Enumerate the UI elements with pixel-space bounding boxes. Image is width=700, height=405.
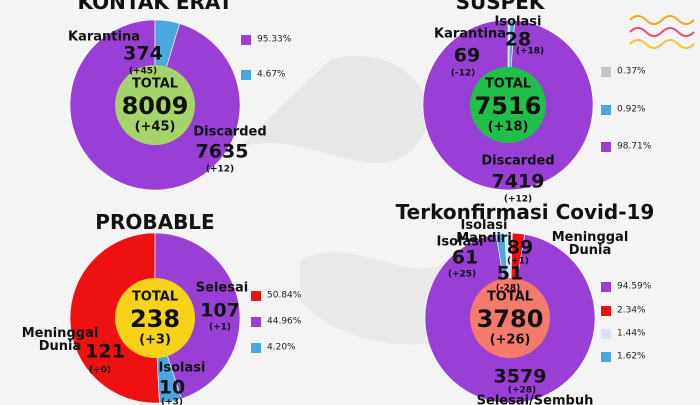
legend-swatch bbox=[241, 70, 251, 80]
center-circle bbox=[115, 278, 195, 358]
legend-swatch bbox=[601, 67, 611, 77]
legend-swatch bbox=[251, 317, 261, 327]
map-background bbox=[235, 56, 429, 163]
total-value: 7516 bbox=[474, 92, 542, 120]
category-change: (-12) bbox=[450, 68, 476, 79]
legend-label: 1.62% bbox=[617, 351, 646, 362]
category-count: 7419 bbox=[491, 170, 545, 193]
category-name: Isolasi bbox=[494, 14, 542, 30]
legend-label: 44.96% bbox=[267, 316, 302, 327]
center-circle bbox=[470, 278, 550, 358]
legend-swatch bbox=[251, 291, 261, 301]
legend-swatch bbox=[601, 352, 611, 362]
legend-label: 2.34% bbox=[617, 305, 646, 316]
total-label: TOTAL bbox=[131, 76, 179, 92]
legend-swatch bbox=[601, 105, 611, 115]
legend-swatch bbox=[601, 282, 611, 292]
total-change: (+45) bbox=[134, 119, 176, 135]
category-change: (+12) bbox=[205, 164, 235, 175]
legend-label: 4.67% bbox=[257, 69, 286, 80]
chart-title: SUSPEK bbox=[455, 0, 545, 14]
category-name: Discarded bbox=[193, 124, 267, 140]
category-name: Meninggal Dunia bbox=[551, 230, 629, 258]
legend-swatch bbox=[601, 306, 611, 316]
category-change: (+18) bbox=[515, 46, 545, 57]
category-count: 3579 bbox=[493, 365, 547, 388]
category-count: 69 bbox=[453, 44, 481, 67]
total-label: TOTAL bbox=[484, 76, 532, 92]
category-count: 374 bbox=[123, 42, 163, 65]
category-name: Isolasi bbox=[436, 234, 484, 250]
category-change: (+1) bbox=[506, 256, 530, 267]
category-change: (+1) bbox=[208, 322, 232, 333]
total-value: 8009 bbox=[121, 92, 189, 120]
legend-swatch bbox=[601, 142, 611, 152]
legend-swatch bbox=[241, 35, 251, 45]
legend-label: 4.20% bbox=[267, 342, 296, 353]
category-change: (+28) bbox=[507, 385, 537, 396]
category-change: (+25) bbox=[447, 269, 477, 280]
pie-slice bbox=[69, 232, 160, 404]
total-change: (+3) bbox=[139, 332, 171, 348]
category-change: (+12) bbox=[503, 194, 533, 205]
category-name: Discarded bbox=[481, 153, 555, 169]
category-change: (+45) bbox=[128, 66, 158, 77]
category-count: 10 bbox=[158, 376, 186, 399]
legend-label: 0.37% bbox=[617, 66, 646, 77]
category-count: 121 bbox=[85, 340, 125, 363]
category-count: 89 bbox=[506, 236, 534, 259]
pie-slice bbox=[154, 232, 241, 400]
category-change: (+0) bbox=[88, 365, 112, 376]
legend-label: 0.92% bbox=[617, 104, 646, 115]
category-name: Selesai bbox=[195, 280, 249, 296]
category-count: 51 bbox=[496, 262, 524, 285]
legend-swatch bbox=[601, 329, 611, 339]
total-change: (+26) bbox=[489, 332, 531, 348]
legend-label: 1.44% bbox=[617, 328, 646, 339]
chart-title: Terkonfirmasi Covid-19 bbox=[395, 200, 655, 224]
category-count: 61 bbox=[451, 246, 479, 269]
chart-title: PROBABLE bbox=[95, 210, 215, 234]
total-change: (+18) bbox=[487, 119, 529, 135]
category-name: Selesai/Sembuh bbox=[476, 393, 594, 405]
category-name: Isolasi bbox=[158, 360, 206, 376]
center-circle bbox=[470, 67, 546, 143]
decoration bbox=[629, 39, 695, 49]
chart-title: KONTAK ERAT bbox=[77, 0, 233, 14]
category-count: 28 bbox=[504, 28, 532, 51]
category-change: (+3) bbox=[160, 397, 184, 405]
category-name: Meninggal Dunia bbox=[21, 326, 99, 354]
legend-label: 94.59% bbox=[617, 281, 652, 292]
total-label: TOTAL bbox=[486, 289, 534, 305]
total-value: 3780 bbox=[476, 305, 544, 333]
legend-label: 98.71% bbox=[617, 141, 652, 152]
category-count: 7635 bbox=[195, 140, 249, 163]
category-count: 107 bbox=[200, 299, 240, 322]
center-circle bbox=[115, 65, 195, 145]
category-name: Karantina bbox=[68, 29, 140, 45]
legend-label: 95.33% bbox=[257, 34, 292, 45]
category-change: (-28) bbox=[495, 283, 521, 294]
legend-label: 50.84% bbox=[267, 290, 302, 301]
legend-swatch bbox=[251, 343, 261, 353]
decoration bbox=[629, 27, 695, 37]
total-label: TOTAL bbox=[131, 289, 179, 305]
decoration bbox=[629, 15, 695, 25]
category-name: Isolasi Mandiri bbox=[456, 218, 512, 246]
total-value: 238 bbox=[129, 305, 181, 333]
category-name: Karantina bbox=[434, 26, 506, 42]
